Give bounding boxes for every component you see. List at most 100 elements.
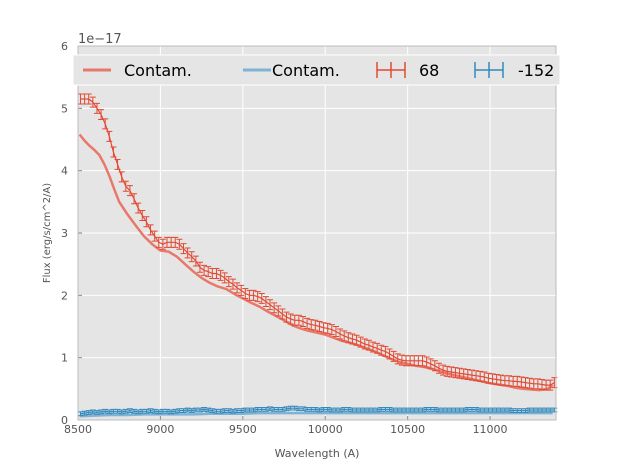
errorbar-point xyxy=(238,284,245,296)
errorbar-point xyxy=(184,247,191,259)
errorbar-point xyxy=(431,360,438,372)
errorbar-point xyxy=(151,408,158,414)
errorbar-point xyxy=(159,238,166,250)
errorbar-point xyxy=(345,332,352,344)
errorbar-point xyxy=(196,407,203,413)
errorbar-point xyxy=(225,276,232,288)
errorbar-point xyxy=(345,407,352,412)
errorbar-point xyxy=(184,407,191,413)
errorbar-point xyxy=(85,93,92,105)
errorbar-point xyxy=(481,371,488,383)
errorbar-point xyxy=(473,370,480,382)
errorbar-point xyxy=(341,330,348,342)
errorbar-point xyxy=(209,408,216,414)
y-tick-label: 3 xyxy=(61,227,68,240)
errorbar-point xyxy=(337,407,344,413)
errorbar-point xyxy=(176,238,183,250)
y-tick-label: 1 xyxy=(61,352,68,365)
legend-152-label: -152 xyxy=(518,61,554,80)
errorbar-series-68 xyxy=(77,93,558,391)
errorbar-point xyxy=(205,407,212,413)
errorbar-point xyxy=(196,261,203,273)
errorbar-point xyxy=(452,367,459,379)
errorbar-point xyxy=(85,410,92,415)
legend: Contam. Contam. 68 -152 xyxy=(72,54,561,86)
errorbar-point xyxy=(139,210,146,222)
errorbar-point xyxy=(275,305,282,317)
errorbar-point xyxy=(394,353,401,365)
errorbar-point xyxy=(324,407,331,412)
errorbar-point xyxy=(254,291,261,303)
errorbar-point xyxy=(316,407,323,413)
errorbar-point xyxy=(320,322,327,334)
scale-label: 1e−17 xyxy=(78,32,122,47)
errorbar-point xyxy=(506,375,513,387)
errorbar-series--152 xyxy=(77,405,558,417)
errorbar-point xyxy=(497,374,504,386)
errorbar-point xyxy=(188,408,195,414)
errorbar-point xyxy=(493,373,500,385)
errorbar-point xyxy=(489,373,496,385)
legend-68-label: 68 xyxy=(419,61,439,80)
errorbar-point xyxy=(114,158,121,170)
legend-152-swatch xyxy=(474,62,504,78)
errorbar-point xyxy=(217,408,224,414)
errorbar-point xyxy=(324,322,331,334)
errorbar-point xyxy=(188,251,195,263)
errorbar-point xyxy=(164,408,171,414)
errorbar-point xyxy=(258,292,265,304)
errorbar-point xyxy=(118,409,125,415)
errorbar-point xyxy=(419,355,426,367)
errorbar-point xyxy=(295,314,302,326)
errorbar-point xyxy=(205,266,212,278)
contam-line-1 xyxy=(79,411,553,418)
errorbar-point xyxy=(250,407,257,413)
series-layer xyxy=(77,93,558,418)
errorbar-point xyxy=(126,408,133,414)
errorbar-point xyxy=(131,408,138,414)
x-axis-label: Wavelength (A) xyxy=(275,447,360,460)
errorbar-point xyxy=(435,362,442,374)
errorbar-point xyxy=(398,354,405,366)
errorbar-point xyxy=(98,109,105,121)
errorbar-point xyxy=(534,378,541,390)
errorbar-point xyxy=(337,328,344,340)
legend-68-swatch xyxy=(376,62,406,78)
errorbar-point xyxy=(386,407,393,412)
errorbar-point xyxy=(172,236,179,248)
errorbar-point xyxy=(370,341,377,353)
errorbar-point xyxy=(110,146,117,158)
errorbar-point xyxy=(299,406,306,412)
errorbar-point xyxy=(374,342,381,354)
errorbar-point xyxy=(201,264,208,276)
errorbar-point xyxy=(279,308,286,320)
errorbar-point xyxy=(168,409,175,415)
errorbar-point xyxy=(106,409,113,415)
errorbar-point xyxy=(126,185,133,197)
errorbar-point xyxy=(242,287,249,299)
x-tick-label: 9000 xyxy=(146,423,174,436)
errorbar-point xyxy=(143,216,150,228)
errorbar-point xyxy=(390,350,397,362)
errorbar-point xyxy=(444,365,451,377)
errorbar-point xyxy=(477,370,484,382)
errorbar-point xyxy=(81,410,88,416)
errorbar-point xyxy=(221,272,228,284)
errorbar-point xyxy=(538,378,545,390)
errorbar-point xyxy=(229,278,236,290)
errorbar-point xyxy=(279,407,286,412)
errorbar-point xyxy=(192,255,199,267)
errorbar-point xyxy=(135,202,142,214)
errorbar-point xyxy=(304,317,311,329)
errorbar-point xyxy=(353,334,360,346)
errorbar-point xyxy=(365,339,372,351)
errorbar-point xyxy=(312,319,319,331)
errorbar-point xyxy=(151,230,158,242)
errorbar-point xyxy=(460,368,467,380)
errorbar-point xyxy=(522,408,529,414)
errorbar-point xyxy=(213,268,220,280)
errorbar-point xyxy=(98,409,105,415)
errorbar-point xyxy=(229,408,236,414)
errorbar-point xyxy=(316,321,323,332)
